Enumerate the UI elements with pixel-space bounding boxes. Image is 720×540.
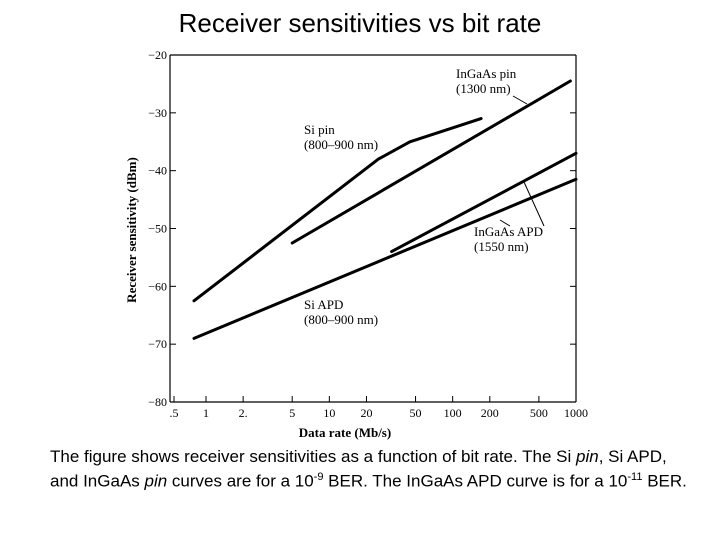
label-ingaas-pin-sub: (1300 nm) bbox=[456, 81, 511, 96]
series-line-ingaas-pin bbox=[290, 79, 572, 245]
sensitivity-chart: −20 −30 −40 −50 −60 −70 −80.5 1 2. 5 10 20 50 100 200 5… bbox=[124, 48, 588, 440]
y-tick-label: −30 bbox=[148, 106, 167, 120]
label-si-pin: Si pin (800–900 nm) bbox=[304, 122, 378, 152]
leader-ingaas-pin bbox=[512, 95, 528, 105]
figure-caption: The figure shows receiver sensitivities … bbox=[50, 446, 690, 492]
series-line-si-apd bbox=[192, 177, 578, 340]
caption-part-2: , Si APD, and InGaAs bbox=[50, 447, 667, 491]
caption-part-4: BER. The InGaAs APD curve is for a 10 bbox=[323, 471, 628, 491]
x-tick-label: 50 bbox=[410, 406, 422, 420]
label-ingaas-pin-name: InGaAs pin bbox=[456, 66, 517, 81]
x-tick-label: 500 bbox=[530, 406, 548, 420]
x-tick-label: 5 bbox=[289, 406, 295, 420]
y-tick-label: −40 bbox=[148, 164, 167, 178]
x-tick-label: 1 bbox=[203, 406, 209, 420]
label-si-pin-sub: (800–900 nm) bbox=[304, 137, 378, 152]
x-axis-title: Data rate (Mb/s) bbox=[299, 425, 391, 440]
series-line-si-pin bbox=[192, 117, 483, 303]
label-ingaas-pin: InGaAs pin (1300 nm) bbox=[456, 66, 520, 96]
caption-pin-2: pin bbox=[144, 471, 168, 491]
caption-pin-1: pin bbox=[576, 447, 599, 466]
x-tick-label: .5 bbox=[170, 406, 179, 420]
leader-ingaas-apd-lower bbox=[499, 219, 511, 227]
label-ingaas-apd-name: InGaAs APD bbox=[474, 224, 543, 239]
x-tick-label: 200 bbox=[481, 406, 499, 420]
caption-part-5: BER. bbox=[642, 471, 687, 491]
label-ingaas-apd: InGaAs APD (1550 nm) bbox=[474, 224, 546, 254]
series-line-ingaas-apd bbox=[390, 151, 578, 254]
y-tick-label: −20 bbox=[148, 48, 167, 62]
y-tick-label: −60 bbox=[148, 279, 167, 293]
label-si-apd-sub: (800–900 nm) bbox=[304, 312, 378, 327]
label-si-apd: Si APD (800–900 nm) bbox=[304, 297, 378, 327]
caption-part-3: curves are for a 10 bbox=[167, 471, 314, 491]
x-tick-label: 10 bbox=[323, 406, 335, 420]
y-tick-label: −50 bbox=[148, 222, 167, 236]
x-tick-label: 1000 bbox=[564, 406, 588, 420]
caption-ber-exponent-1: -9 bbox=[313, 471, 324, 483]
label-ingaas-apd-sub: (1550 nm) bbox=[474, 239, 529, 254]
slide-title: Receiver sensitivities vs bit rate bbox=[178, 8, 542, 38]
leader-ingaas-apd-upper bbox=[523, 181, 545, 227]
axis-ticks: −20 −30 −40 −50 −60 −70 −80.5 1 2. 5 10 20 50 100 200 5… bbox=[148, 48, 588, 420]
x-tick-label: 100 bbox=[444, 406, 462, 420]
y-axis-title: Receiver sensitivity (dBm) bbox=[124, 157, 139, 303]
y-tick-label: −70 bbox=[148, 337, 167, 351]
caption-part-1: The figure shows receiver sensitivities … bbox=[50, 447, 576, 466]
x-tick-label: 2. bbox=[239, 406, 248, 420]
label-si-pin-name: Si pin bbox=[304, 122, 335, 137]
caption-ber-exponent-2: -11 bbox=[627, 471, 643, 483]
label-si-apd-name: Si APD bbox=[304, 297, 343, 312]
x-tick-label: 20 bbox=[360, 406, 372, 420]
annotations: Receiver sensitivity (dBm) Data rate (Mb… bbox=[124, 66, 546, 440]
y-tick-label: −80 bbox=[148, 395, 167, 409]
data-series bbox=[192, 79, 578, 340]
